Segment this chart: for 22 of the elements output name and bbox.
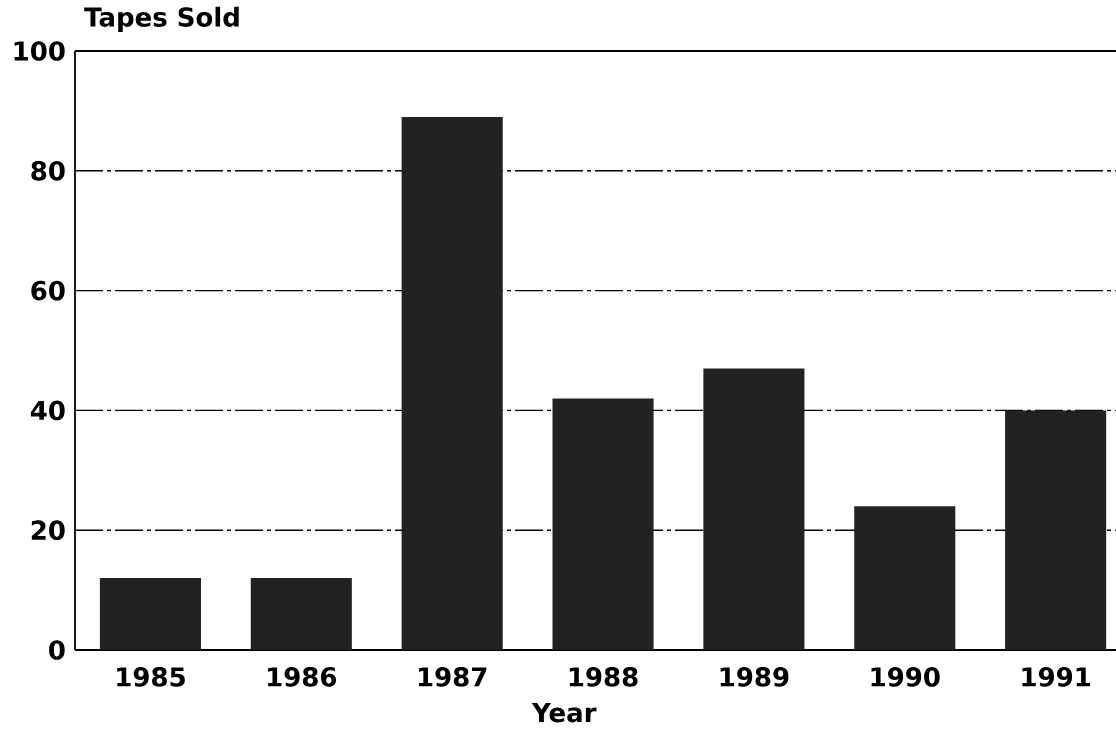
x-tick-label: 1991 [1022, 667, 1091, 687]
bar [854, 506, 956, 650]
x-axis-title: Year [531, 703, 597, 723]
y-tick-label: 80 [31, 160, 65, 181]
x-tick-label: 1990 [871, 667, 940, 687]
bar [552, 398, 654, 650]
x-tick-label: 1986 [268, 667, 337, 687]
y-tick-label: 20 [31, 520, 65, 541]
y-tick-label: 60 [31, 280, 65, 301]
x-tick-label: 1989 [720, 667, 789, 687]
y-tick-label: 0 [49, 640, 65, 660]
x-tick-label: 1988 [569, 667, 638, 687]
bar [99, 578, 201, 650]
bar [1005, 410, 1107, 650]
bar [703, 368, 805, 650]
bar [401, 116, 503, 650]
y-tick-label: 40 [30, 400, 65, 421]
x-tick-label: 1987 [418, 667, 487, 687]
y-tick-label: 100 [14, 41, 65, 61]
y-axis-title: Tapes Sold [84, 6, 239, 32]
bar [250, 578, 352, 650]
x-tick-label: 1985 [117, 667, 185, 687]
